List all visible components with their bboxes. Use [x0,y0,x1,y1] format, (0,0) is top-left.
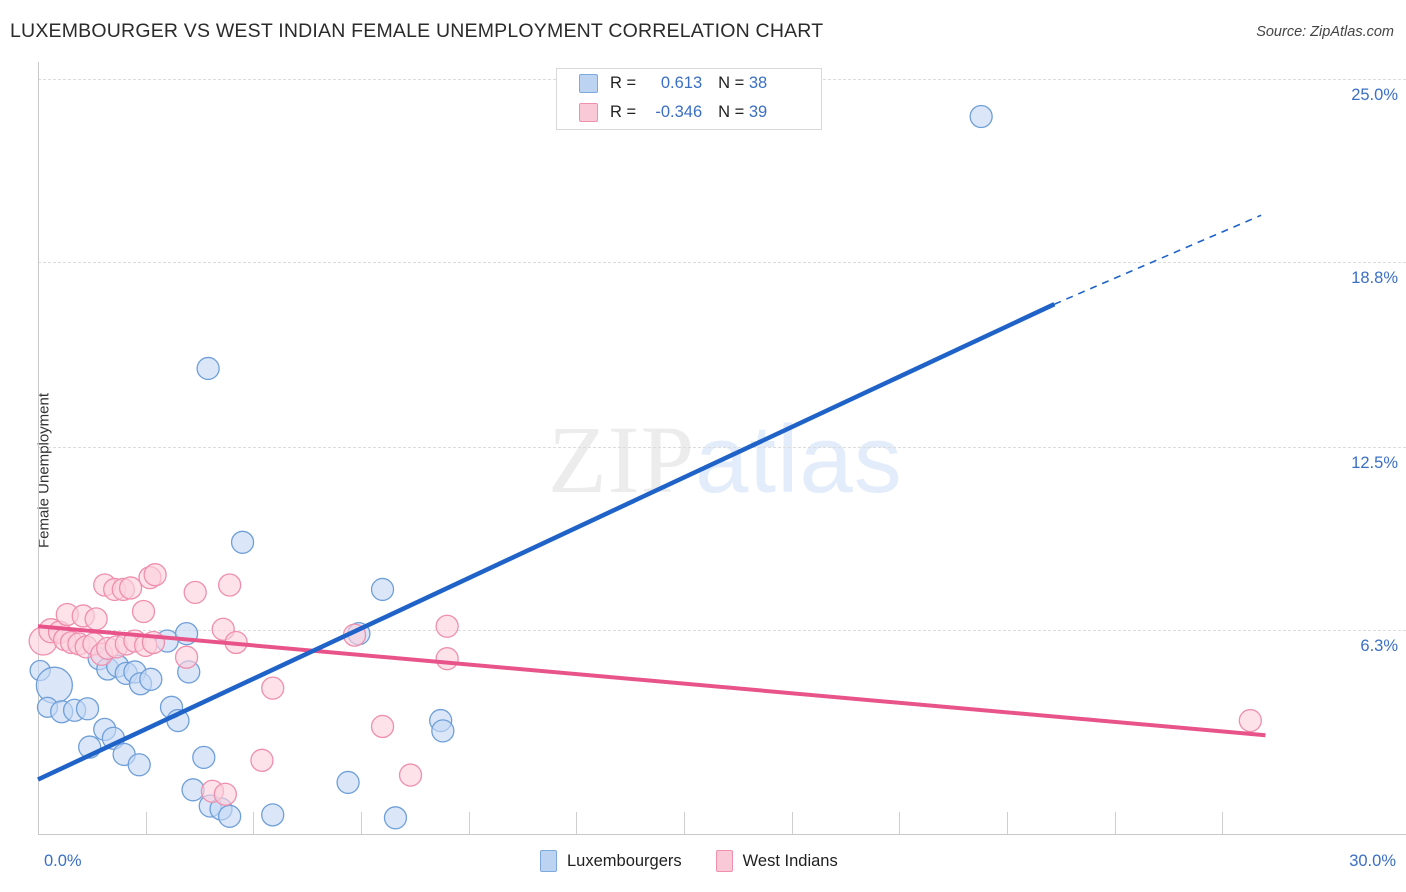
page-title: LUXEMBOURGER VS WEST INDIAN FEMALE UNEMP… [10,20,824,42]
scatter-point-luxembourgers [196,356,220,381]
scatter-point-west-indians [174,645,199,669]
legend-swatch-pink-icon [579,103,598,122]
gridline [38,261,1406,263]
scatter-point-luxembourgers [181,778,205,802]
x-axis-tick [253,812,255,834]
scatter-point-luxembourgers [969,104,993,129]
scatter-point-luxembourgers [230,530,255,554]
scatter-point-west-indians [131,599,156,624]
stat-n-value-blue: 38 [748,74,768,92]
x-axis-tick [361,812,362,834]
series-label-west-indians: West Indians [742,851,838,870]
series-legend-item-west-indians[interactable]: West Indians [715,850,838,872]
scatter-point-west-indians [118,576,143,600]
gridline [38,630,1406,632]
y-axis-tick-label: 12.5% [1351,454,1398,473]
trendline-luxembourgers [37,302,1056,782]
scatter-point-west-indians [1238,708,1262,733]
scatter-point-luxembourgers [127,753,151,777]
scatter-point-luxembourgers [383,806,408,830]
scatter-point-west-indians [261,676,285,700]
stat-n-label-blue: N = [718,74,745,92]
scatter-point-west-indians [250,748,274,772]
correlation-stats-legend: R = 0.613 N = 38 R = -0.346 N = 39 [556,68,822,130]
stat-r-value-pink: -0.346 [655,103,703,121]
x-axis-tick [1222,812,1224,834]
series-swatch-west-indians-icon [715,850,733,872]
gridline [38,447,1406,449]
scatter-point-west-indians [143,563,167,587]
stat-n-value-pink: 39 [748,103,768,121]
x-axis-tick [576,812,578,834]
stat-row-luxembourgers: R = 0.613 N = 38 [557,69,821,98]
scatter-point-luxembourgers [35,666,74,704]
stat-text-blue: R = 0.613 N = 38 [610,74,767,93]
scatter-point-west-indians [435,614,459,638]
trendline-luxembourgers-projection [1054,214,1262,305]
stat-r-label-blue: R = [610,74,637,92]
scatter-point-luxembourgers [336,770,360,795]
scatter-point-west-indians [217,573,242,597]
x-axis-tick [468,812,470,834]
scatter-point-luxembourgers [261,803,285,827]
scatter-point-west-indians [370,714,395,739]
y-axis-tick-label: 25.0% [1351,86,1398,105]
source-attribution: Source: ZipAtlas.com [1256,24,1394,40]
y-axis-tick-label: 18.8% [1351,268,1398,287]
x-axis-max-label: 30.0% [1349,852,1396,870]
x-axis-tick [145,812,147,834]
legend-swatch-blue-icon [579,74,598,93]
scatter-point-west-indians [183,580,207,605]
stat-text-pink: R = -0.346 N = 39 [610,103,767,122]
x-axis-line [38,834,1406,835]
x-axis-tick [684,812,685,834]
scatter-point-west-indians [84,607,108,631]
x-axis-min-label: 0.0% [44,852,82,870]
scatter-point-west-indians [398,763,423,787]
scatter-point-luxembourgers [370,577,395,602]
y-axis-tick-label: 6.3% [1360,637,1398,656]
trendline-west-indians [37,624,1266,738]
scatter-point-west-indians [213,782,237,806]
x-axis-tick [899,812,901,834]
series-legend: Luxembourgers West Indians [540,850,838,872]
x-axis-tick [1007,812,1008,834]
scatter-point-luxembourgers [217,804,242,828]
stat-r-label-pink: R = [610,103,637,121]
scatter-point-west-indians [435,647,459,671]
stat-row-west-indians: R = -0.346 N = 39 [557,98,821,127]
series-swatch-luxembourgers-icon [540,850,557,872]
series-legend-item-luxembourgers[interactable]: Luxembourgers [540,850,682,872]
scatter-point-luxembourgers [139,667,163,691]
series-label-luxembourgers: Luxembourgers [567,851,682,870]
y-axis-line [38,62,39,834]
stat-n-label-pink: N = [718,103,745,121]
x-axis-tick [791,812,793,834]
scatter-point-luxembourgers [431,719,455,743]
stat-r-value-blue: 0.613 [660,74,703,92]
scatter-point-luxembourgers [75,697,100,721]
x-axis-tick [1114,812,1116,834]
scatter-point-luxembourgers [192,745,216,770]
